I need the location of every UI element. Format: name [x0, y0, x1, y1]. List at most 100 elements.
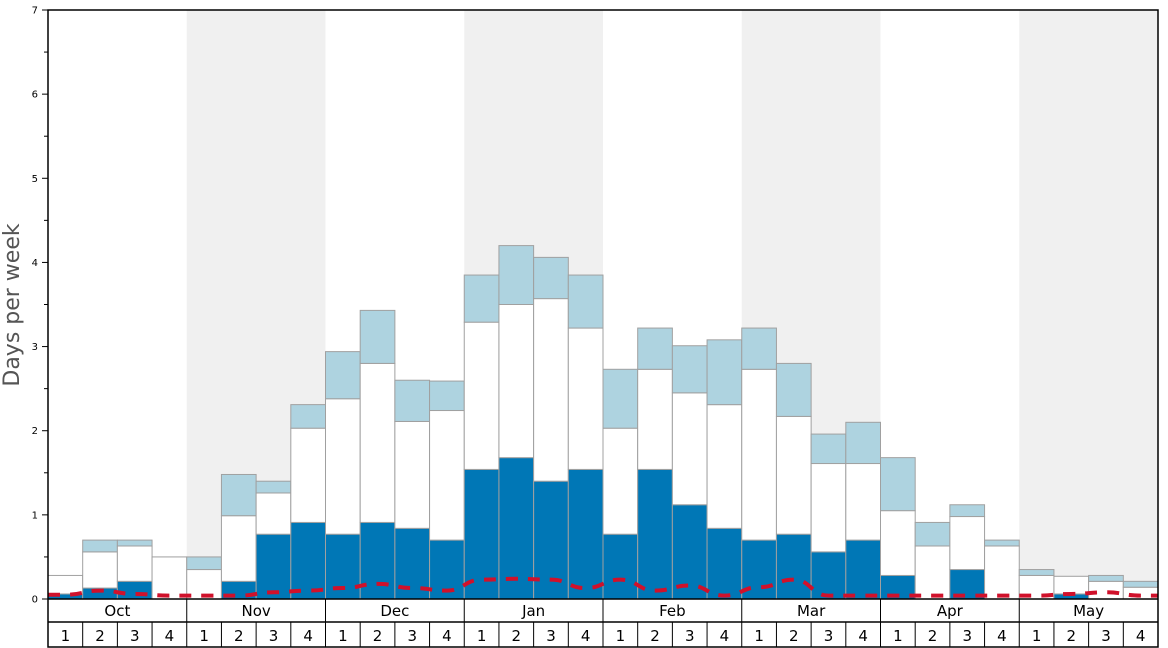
bar-light-17 — [602, 368, 639, 429]
bar-white-8 — [290, 427, 326, 523]
bar-light-15 — [533, 256, 569, 300]
week-label: 3 — [1101, 627, 1111, 645]
bar-white-13 — [463, 321, 500, 470]
bar-white-7 — [255, 492, 292, 535]
month-label-jan: Jan — [521, 602, 545, 620]
bar-white-30 — [1053, 575, 1090, 595]
month-label-oct: Oct — [104, 602, 130, 620]
week-label: 4 — [165, 627, 175, 645]
bar-light-2 — [82, 539, 118, 553]
y-axis-title: Days per week — [0, 223, 25, 386]
week-label: 1 — [616, 627, 626, 645]
bar-light-23 — [810, 433, 847, 465]
bar-white-31 — [1088, 580, 1124, 600]
y-tick-label: 5 — [32, 174, 38, 185]
bar-light-16 — [567, 274, 604, 329]
bar-white-11 — [394, 420, 431, 529]
bar-dark-13 — [463, 468, 500, 600]
bar-light-10 — [359, 309, 396, 364]
bar-white-3 — [116, 545, 153, 582]
y-tick-label: 1 — [32, 510, 38, 521]
bar-light-11 — [394, 379, 431, 422]
bar-white-15 — [533, 298, 569, 482]
bar-white-18 — [637, 368, 673, 470]
bar-light-29 — [1018, 569, 1055, 576]
week-label: 2 — [95, 627, 105, 645]
month-band-may — [1019, 10, 1158, 599]
week-label: 3 — [407, 627, 417, 645]
x-axis: Oct Nov Dec Jan Feb Mar Apr May 1 2 3 4 1 2 3 4 1 2 3 4 1 2 3 4… — [61, 599, 1146, 647]
bar-white-14 — [498, 304, 535, 459]
bar-light-6 — [220, 473, 257, 517]
week-label: 2 — [650, 627, 660, 645]
bars-layer — [47, 245, 1159, 600]
bar-white-19 — [671, 392, 708, 506]
bar-white-22 — [775, 415, 812, 535]
week-label: 3 — [546, 627, 556, 645]
bar-white-21 — [741, 368, 777, 541]
y-tick-label: 6 — [32, 90, 38, 101]
y-tick-label: 3 — [32, 342, 38, 353]
bar-light-7 — [255, 480, 292, 494]
week-label: 4 — [581, 627, 591, 645]
bar-light-8 — [290, 404, 326, 429]
bar-light-22 — [775, 362, 812, 417]
month-label-apr: Apr — [937, 602, 964, 620]
week-label: 1 — [61, 627, 71, 645]
bar-light-20 — [706, 339, 743, 406]
month-label-mar: Mar — [797, 602, 826, 620]
bar-light-12 — [429, 380, 465, 412]
bar-light-5 — [186, 556, 222, 571]
week-label: 3 — [824, 627, 834, 645]
month-label-feb: Feb — [659, 602, 686, 620]
bar-dark-10 — [359, 521, 396, 600]
week-label: 2 — [1067, 627, 1077, 645]
bar-light-31 — [1088, 574, 1124, 582]
month-label-nov: Nov — [241, 602, 270, 620]
week-label: 2 — [234, 627, 244, 645]
week-label: 2 — [928, 627, 938, 645]
week-label: 4 — [442, 627, 452, 645]
trend-line — [48, 576, 1158, 598]
week-label: 1 — [754, 627, 764, 645]
week-label: 2 — [512, 627, 522, 645]
bar-light-24 — [845, 421, 881, 465]
bar-dark-20 — [706, 527, 743, 600]
bar-dark-22 — [775, 533, 812, 600]
bar-dark-7 — [255, 533, 292, 600]
week-label: 1 — [338, 627, 348, 645]
y-tick-label: 7 — [32, 6, 38, 17]
week-label: 1 — [893, 627, 903, 645]
bar-white-10 — [359, 362, 396, 523]
bar-light-27 — [949, 504, 986, 518]
bar-white-1 — [47, 574, 84, 595]
week-label: 4 — [1136, 627, 1146, 645]
bar-light-14 — [498, 245, 535, 306]
bar-light-28 — [984, 539, 1020, 547]
bar-white-24 — [845, 463, 881, 541]
bar-dark-19 — [671, 504, 708, 600]
bar-white-25 — [880, 510, 916, 576]
week-label: 3 — [962, 627, 972, 645]
month-label-dec: Dec — [380, 602, 409, 620]
bar-light-13 — [463, 274, 500, 323]
bar-dark-23 — [810, 551, 847, 600]
bar-light-26 — [914, 521, 951, 547]
bar-white-26 — [914, 545, 951, 600]
bar-dark-8 — [290, 521, 326, 600]
bar-white-6 — [220, 515, 257, 582]
bar-white-9 — [325, 398, 361, 535]
week-label: 3 — [685, 627, 695, 645]
bar-dark-24 — [845, 539, 881, 600]
bar-white-16 — [567, 327, 604, 470]
week-label: 4 — [858, 627, 868, 645]
bar-white-2 — [82, 551, 118, 589]
y-tick-label: 4 — [32, 258, 38, 269]
week-label: 3 — [269, 627, 279, 645]
bar-light-32 — [1122, 580, 1159, 588]
bar-light-25 — [880, 457, 916, 512]
bar-light-9 — [325, 351, 361, 400]
bar-white-23 — [810, 463, 847, 553]
